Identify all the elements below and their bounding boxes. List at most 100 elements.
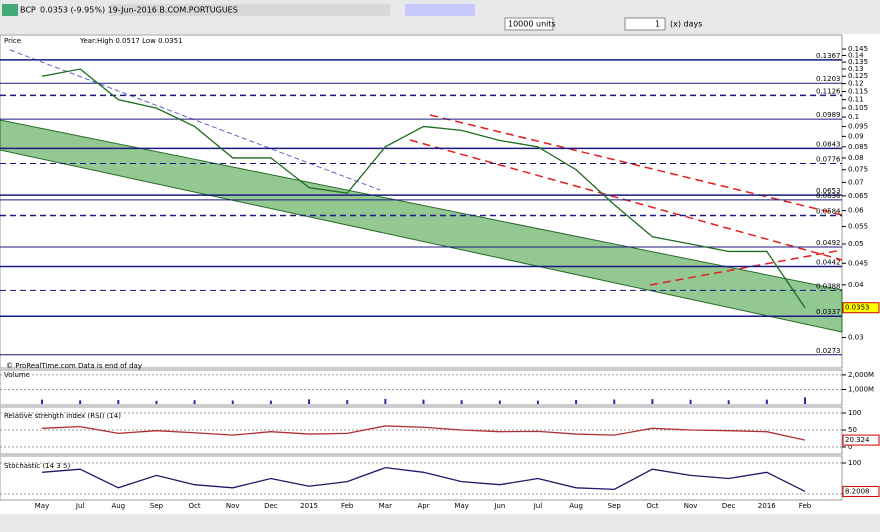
x-tick-label: Aug	[111, 502, 125, 510]
level-label: 0.0442	[816, 259, 841, 267]
level-label: 0.0989	[816, 111, 841, 119]
y-tick-label: 50	[848, 426, 857, 434]
x-tick-label: Sep	[608, 502, 622, 510]
level-label: 0.0653	[816, 187, 841, 195]
quote: 0.0353 (-9.95%) 19-Jun-2016 B.COM.PORTUG…	[40, 6, 238, 15]
y-tick-label: 0.105	[848, 104, 868, 112]
y-tick-label: 0.135	[848, 58, 868, 66]
y-tick-label: 0.115	[848, 87, 868, 95]
y-tick-label: 0.11	[848, 96, 864, 104]
volume-bar	[269, 400, 272, 404]
volume-bar	[155, 400, 158, 404]
status-bar	[0, 514, 880, 532]
y-tick-label: 0.05	[848, 240, 864, 248]
y-tick-label: 0.07	[848, 178, 864, 186]
x-tick-label: Sep	[150, 502, 164, 510]
volume-bar	[41, 399, 43, 404]
x-tick-label: Nov	[226, 502, 240, 510]
volume-bar	[193, 400, 196, 404]
period-count[interactable]: 1	[655, 20, 660, 29]
x-tick-label: 2015	[300, 502, 318, 510]
y-tick-label: 0.1	[848, 113, 859, 121]
x-tick-label: Feb	[341, 502, 354, 510]
level-label: 0.0636	[816, 192, 841, 200]
x-tick-label: Apr	[417, 502, 429, 510]
series-line	[41, 425, 806, 441]
panel-title: Stochastic (14 3 5)	[4, 462, 70, 470]
volume-bar	[231, 400, 234, 404]
volume-bar	[613, 399, 616, 404]
x-tick-label: May	[35, 502, 49, 510]
volume-bar	[804, 397, 806, 404]
y-tick-label: 0.045	[848, 259, 868, 267]
level-label: 0.0492	[816, 239, 841, 247]
y-tick-label: 0.095	[848, 122, 868, 130]
y-tick-label: 0.03	[848, 334, 864, 342]
x-tick-label: Oct	[646, 502, 658, 510]
volume-bar	[498, 400, 501, 404]
level-label: 0.1203	[816, 75, 841, 83]
x-tick-label: Jul	[533, 502, 543, 510]
symbol[interactable]: BCP	[20, 6, 36, 15]
y-tick-label: 0.085	[848, 143, 868, 151]
volume-bar	[79, 400, 82, 404]
x-tick-label: Aug	[569, 502, 583, 510]
last-value-box	[842, 485, 880, 497]
level-label: 0.0337	[816, 308, 841, 316]
level-label: 0.0273	[816, 347, 841, 355]
trendline	[9, 49, 381, 191]
panel-subtitle: Year:High 0.0517 Low 0.0351	[79, 37, 183, 45]
last-value-label: 0.0353	[845, 304, 870, 312]
y-tick-label: 0.06	[848, 207, 864, 215]
x-tick-label: Jun	[493, 502, 505, 510]
y-tick-label: 0	[848, 443, 852, 451]
y-tick-label: 0.12	[848, 80, 864, 88]
y-tick-label: 0.14	[848, 51, 864, 59]
last-value-label: 20.324	[845, 436, 870, 444]
volume-bar	[727, 400, 730, 404]
x-tick-label: 2016	[758, 502, 776, 510]
y-tick-label: 0.08	[848, 154, 864, 162]
price-panel	[0, 34, 843, 369]
x-tick-label: Mar	[379, 502, 392, 510]
period-unit[interactable]: (x) days	[670, 20, 702, 29]
series-line	[41, 68, 806, 309]
y-tick-label: 0.13	[848, 65, 864, 73]
level-label: 0.0584	[816, 208, 841, 216]
units[interactable]: 10000 units	[508, 20, 556, 29]
panel-title: Price	[4, 37, 21, 45]
series-line	[41, 466, 806, 493]
last-value-box	[842, 434, 880, 446]
volume-bar	[765, 399, 768, 404]
volume-bar	[689, 399, 692, 404]
y-tick-label: 2,000M	[848, 371, 874, 379]
y-tick-label: 100	[848, 409, 861, 417]
channel	[0, 119, 843, 333]
footer-note: © ProRealTime.com Data is end of day	[6, 362, 142, 370]
x-tick-label: Dec	[264, 502, 278, 510]
volume-bar	[346, 400, 349, 404]
volume-panel	[0, 369, 843, 406]
x-tick-label: Feb	[799, 502, 812, 510]
y-tick-label: 0.125	[848, 72, 868, 80]
level-label: 0.0843	[816, 140, 841, 148]
volume-bar	[117, 399, 120, 404]
x-tick-label: May	[454, 502, 468, 510]
volume-bar	[575, 399, 578, 404]
level-label: 0.1126	[816, 87, 841, 95]
period-box[interactable]	[624, 17, 666, 31]
volume-bar	[651, 399, 654, 404]
volume-bar	[384, 398, 387, 404]
x-tick-label: Jul	[75, 502, 85, 510]
y-tick-label: 0.145	[848, 45, 868, 53]
units-box[interactable]	[504, 17, 554, 31]
y-tick-label: 0.055	[848, 223, 868, 231]
y-tick-label: 0.075	[848, 166, 868, 174]
last-value-box	[842, 302, 880, 314]
volume-bar	[422, 399, 425, 404]
volume-bar	[536, 400, 539, 404]
x-tick-label: Dec	[722, 502, 736, 510]
last-value-label: 8.2008	[845, 487, 870, 495]
y-tick-label: 1,000M	[848, 385, 874, 393]
